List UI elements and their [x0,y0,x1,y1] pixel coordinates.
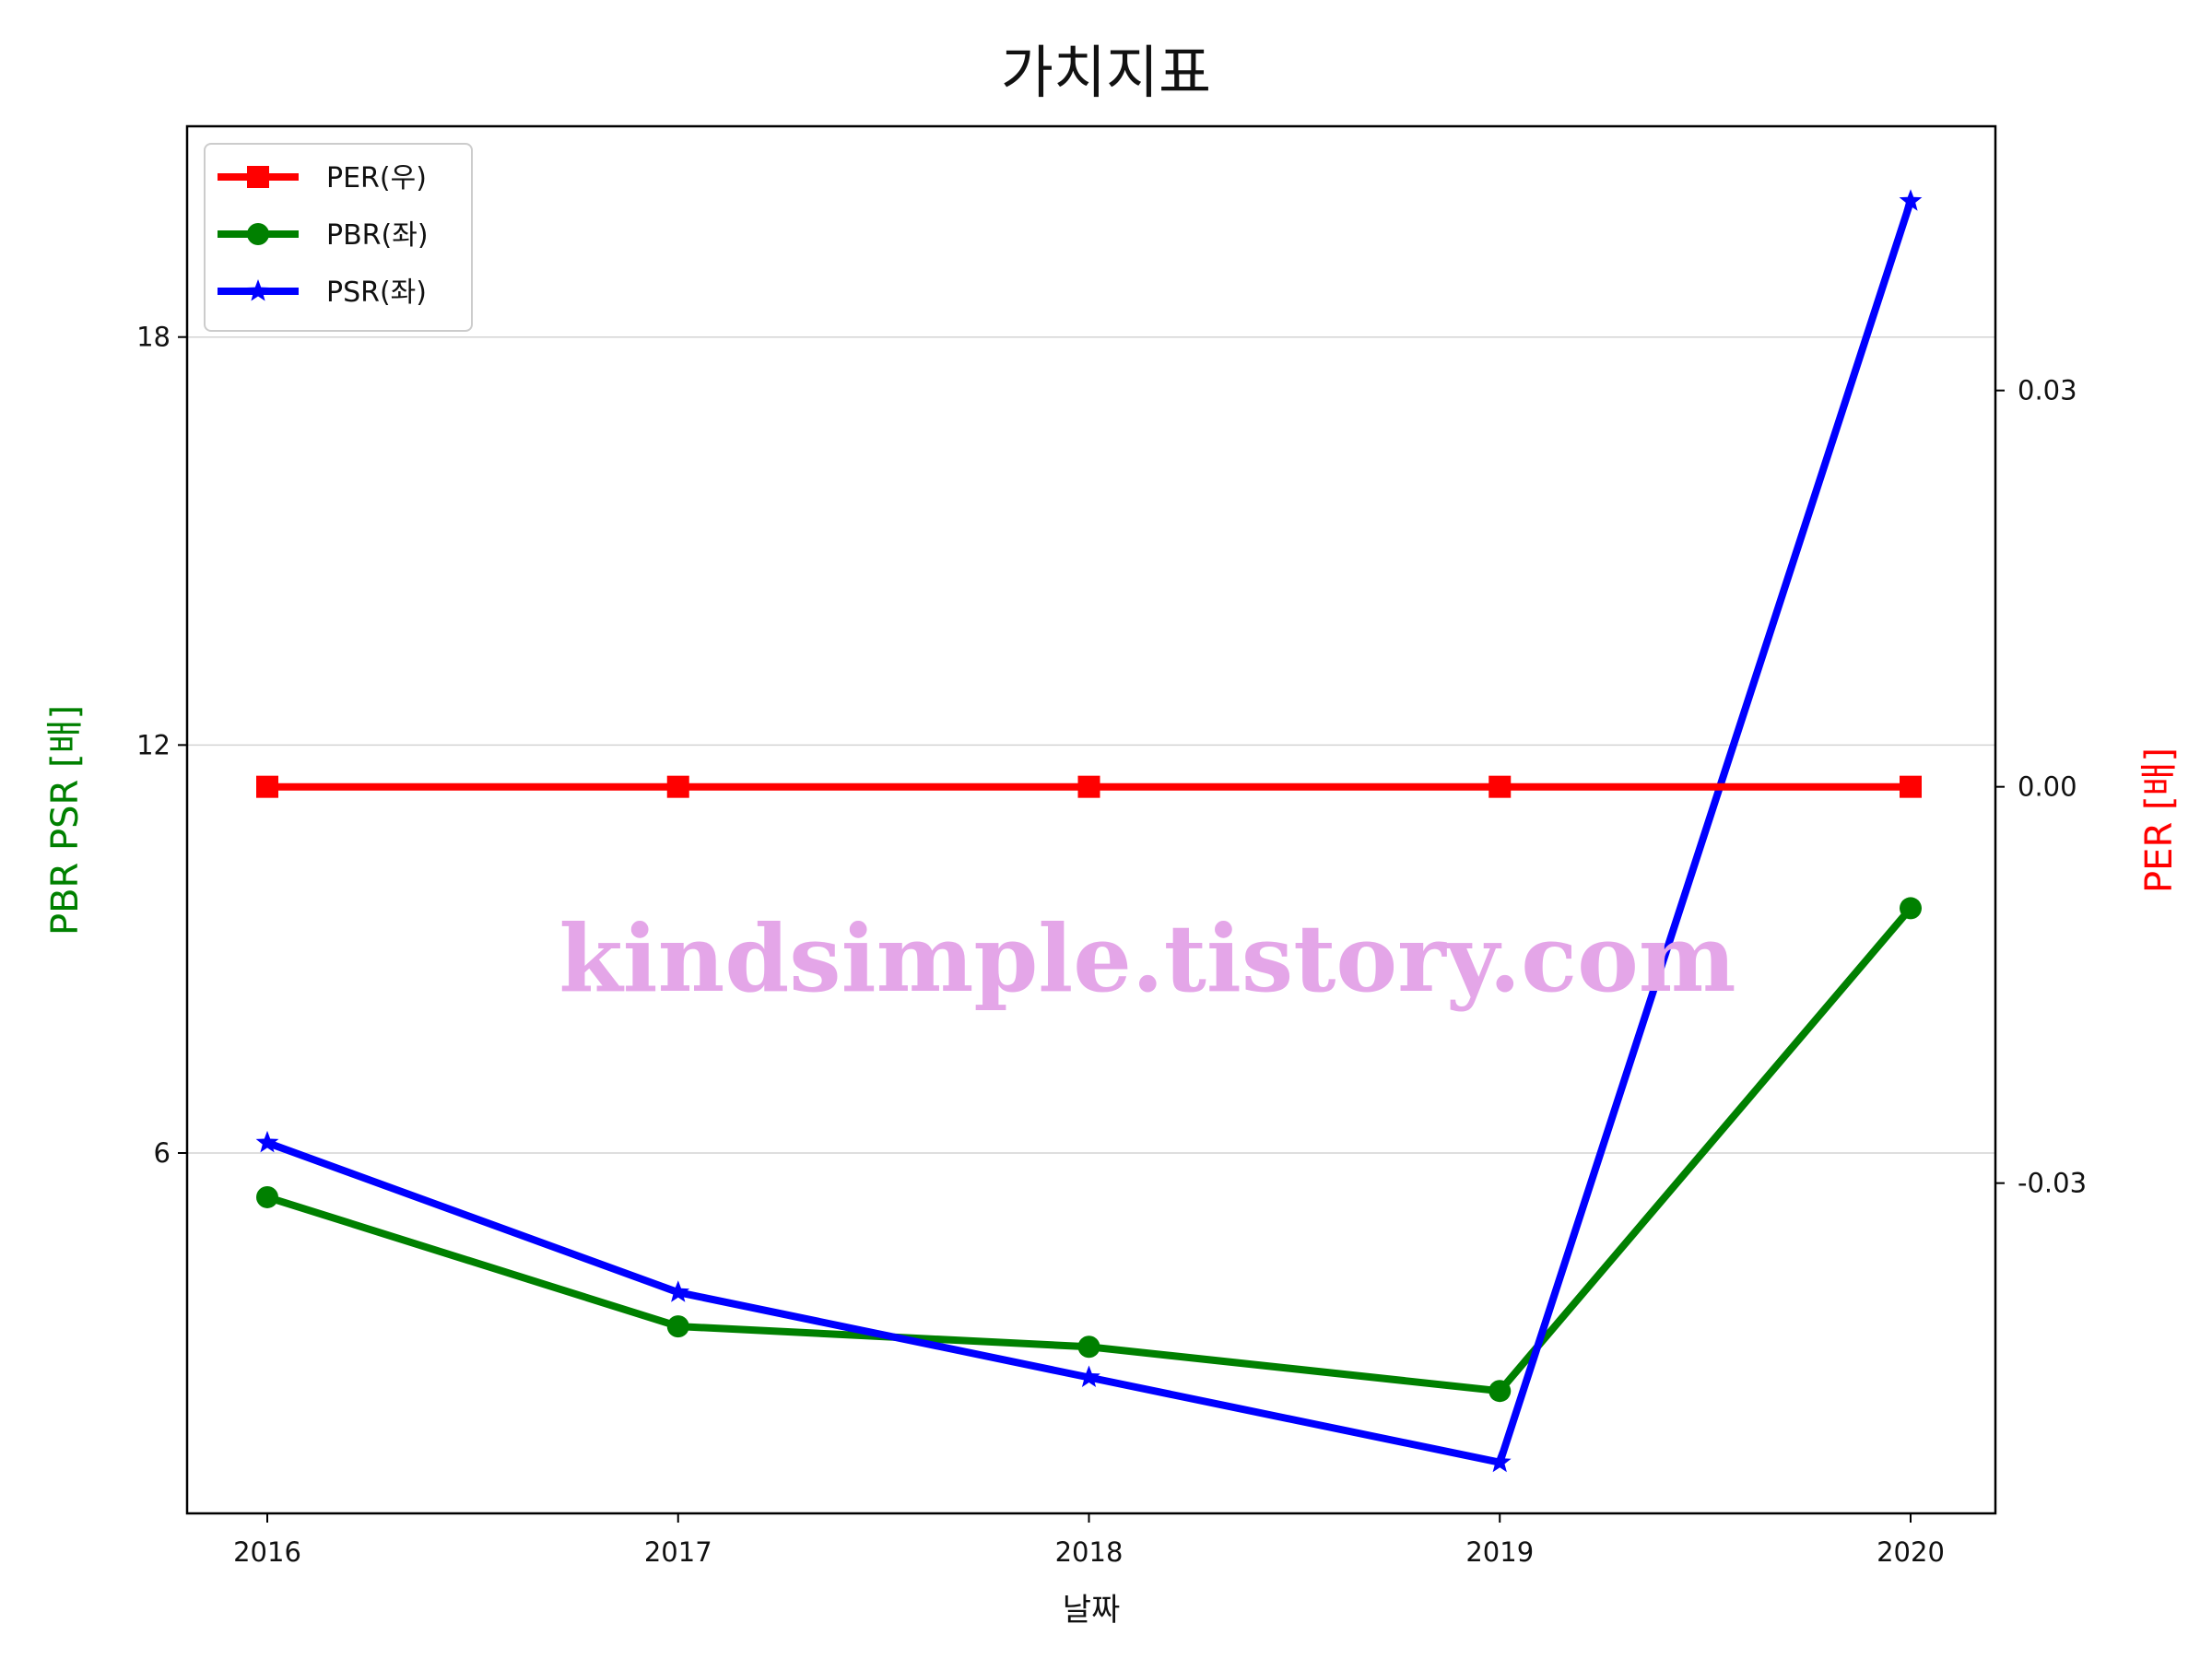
chart-title: 가치지표 [1001,39,1211,106]
data-point-psr [255,1130,279,1153]
data-point-per [666,775,689,798]
left-y-axis-ticks: 6 12 18 [136,322,187,1169]
data-point-psr [1899,189,1923,211]
right-y-axis-label: PER [배] [2138,747,2181,893]
data-point-pbr [1077,1335,1100,1359]
data-point-pbr [666,1315,689,1338]
data-point-psr [1077,1365,1100,1387]
left-y-axis-label: PBR PSR [배] [44,705,87,935]
legend-marker-psr [246,279,270,301]
data-point-per [1077,775,1100,798]
x-tick-label: 2020 [1877,1536,1945,1568]
legend-marker-pbr [247,223,269,245]
x-tick-label: 2017 [644,1536,712,1568]
x-tick-label: 2018 [1055,1536,1124,1568]
data-point-per [1900,775,1922,798]
right-y-axis-ticks: -0.03 0.00 0.03 [1995,375,2087,1199]
right-y-tick-label: 0.03 [2018,375,2077,406]
right-y-tick-label: -0.03 [2018,1168,2087,1199]
data-point-pbr [1488,1380,1512,1403]
series-markers [255,189,1923,1473]
data-point-pbr [1900,897,1922,920]
legend: PER(우) PBR(좌) PSR(좌) [204,143,473,332]
watermark-text: kindsimple.tistory.com [559,904,1735,1013]
legend-marker-per [247,166,269,188]
grid-lines [187,335,1995,1154]
x-tick-label: 2016 [233,1536,301,1568]
data-point-per [256,775,278,798]
left-y-tick-label: 12 [136,729,171,760]
legend-label-per: PER(우) [326,162,427,194]
data-point-pbr [256,1185,278,1208]
plot-frame [185,124,1997,1515]
x-tick-label: 2019 [1465,1536,1534,1568]
x-axis-ticks: 2016 2017 2018 2019 2020 [233,1513,1945,1568]
right-y-tick-label: 0.00 [2018,771,2077,803]
data-point-psr [666,1280,690,1302]
x-axis-label: 날짜 [1063,1592,1121,1629]
legend-box [204,143,473,332]
data-point-per [1488,775,1512,798]
legend-label-psr: PSR(좌) [326,276,427,309]
legend-label-pbr: PBR(좌) [326,219,429,252]
left-y-tick-label: 6 [154,1137,171,1169]
data-point-psr [1488,1450,1512,1473]
left-y-tick-label: 18 [136,322,171,353]
